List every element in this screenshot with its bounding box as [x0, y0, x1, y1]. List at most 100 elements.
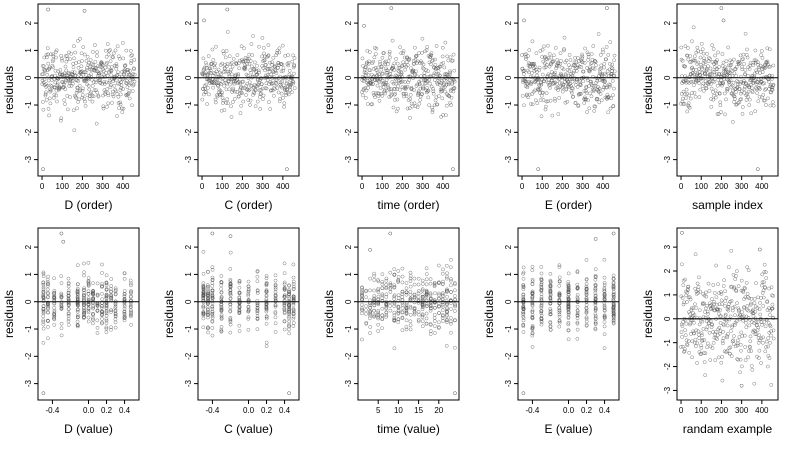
data-point — [59, 333, 64, 338]
data-point — [408, 312, 413, 317]
data-point — [364, 71, 368, 76]
y-tick-label: 2 — [184, 244, 193, 249]
data-point — [539, 322, 544, 327]
y-tick-label: 1 — [24, 48, 33, 53]
data-point — [449, 307, 453, 311]
data-point — [437, 297, 441, 301]
data-point — [210, 314, 215, 318]
data-point — [548, 278, 553, 283]
data-point — [763, 270, 768, 275]
data-point — [59, 56, 64, 61]
data-point — [116, 54, 121, 59]
data-point — [693, 337, 698, 342]
data-point — [104, 306, 109, 310]
data-point — [255, 274, 260, 279]
data-point — [542, 79, 547, 84]
data-point — [754, 320, 759, 324]
data-point — [201, 311, 206, 316]
data-point — [760, 272, 765, 277]
data-point — [52, 296, 57, 301]
data-point — [759, 49, 764, 53]
data-point — [771, 100, 775, 104]
data-point — [412, 293, 417, 297]
outlier-point — [202, 18, 206, 23]
data-point — [681, 320, 685, 324]
data-point — [82, 310, 86, 315]
data-point — [104, 313, 109, 318]
data-point — [687, 80, 692, 85]
data-point — [704, 68, 709, 73]
data-point — [566, 337, 571, 342]
data-point — [201, 293, 206, 297]
data-point — [553, 70, 557, 75]
data-point — [712, 291, 717, 295]
data-point — [424, 272, 429, 276]
data-point — [81, 86, 85, 91]
data-point — [206, 86, 210, 90]
data-point — [437, 280, 441, 285]
data-point — [400, 75, 404, 79]
data-point — [578, 83, 583, 87]
data-point — [521, 284, 526, 289]
data-point — [426, 54, 431, 58]
data-point — [213, 61, 217, 66]
data-point — [364, 311, 368, 316]
outlier-point — [593, 237, 598, 241]
data-point — [400, 306, 405, 310]
data-point — [525, 83, 530, 88]
data-point — [82, 293, 86, 297]
data-point — [711, 330, 715, 334]
data-point — [425, 89, 430, 94]
data-point — [212, 81, 217, 86]
data-point — [549, 55, 554, 60]
data-point — [210, 291, 215, 295]
data-point — [576, 103, 581, 108]
data-point — [367, 50, 372, 54]
data-point — [553, 98, 558, 103]
y-tick-label: -3 — [184, 380, 193, 388]
data-point — [705, 309, 710, 314]
data-point — [566, 320, 571, 325]
data-point — [745, 291, 750, 296]
data-point — [432, 284, 437, 289]
data-point — [606, 110, 610, 115]
data-point — [719, 110, 723, 114]
data-point — [49, 88, 53, 93]
data-point — [132, 67, 136, 72]
data-point — [528, 81, 533, 86]
data-point — [703, 315, 708, 320]
data-point — [429, 53, 434, 58]
data-point — [548, 307, 553, 311]
data-point — [408, 116, 412, 120]
outlier-point — [389, 6, 394, 10]
data-point — [732, 57, 736, 62]
data-point — [720, 52, 725, 56]
data-point — [747, 103, 752, 107]
plot-frame — [357, 3, 460, 177]
data-point — [539, 82, 544, 87]
data-point — [77, 89, 82, 93]
data-point — [113, 302, 118, 307]
data-point — [236, 94, 241, 99]
data-point — [264, 289, 269, 294]
data-point — [284, 75, 289, 79]
data-point — [608, 40, 613, 44]
data-point — [602, 286, 607, 290]
data-point — [93, 43, 97, 47]
data-point — [104, 283, 109, 287]
data-point — [266, 66, 270, 71]
data-point — [563, 100, 568, 105]
data-point — [291, 321, 296, 325]
data-point — [392, 300, 397, 305]
y-tick-label: -2 — [184, 352, 193, 360]
x-tick-label: 200 — [76, 182, 90, 191]
data-point — [682, 350, 686, 354]
data-point — [104, 321, 109, 325]
y-axis-label: residuals — [641, 66, 655, 114]
data-point — [592, 67, 597, 71]
data-point — [574, 79, 579, 84]
outlier-point — [755, 167, 760, 172]
data-point — [537, 65, 542, 70]
data-point — [53, 73, 57, 78]
data-point — [210, 275, 215, 280]
